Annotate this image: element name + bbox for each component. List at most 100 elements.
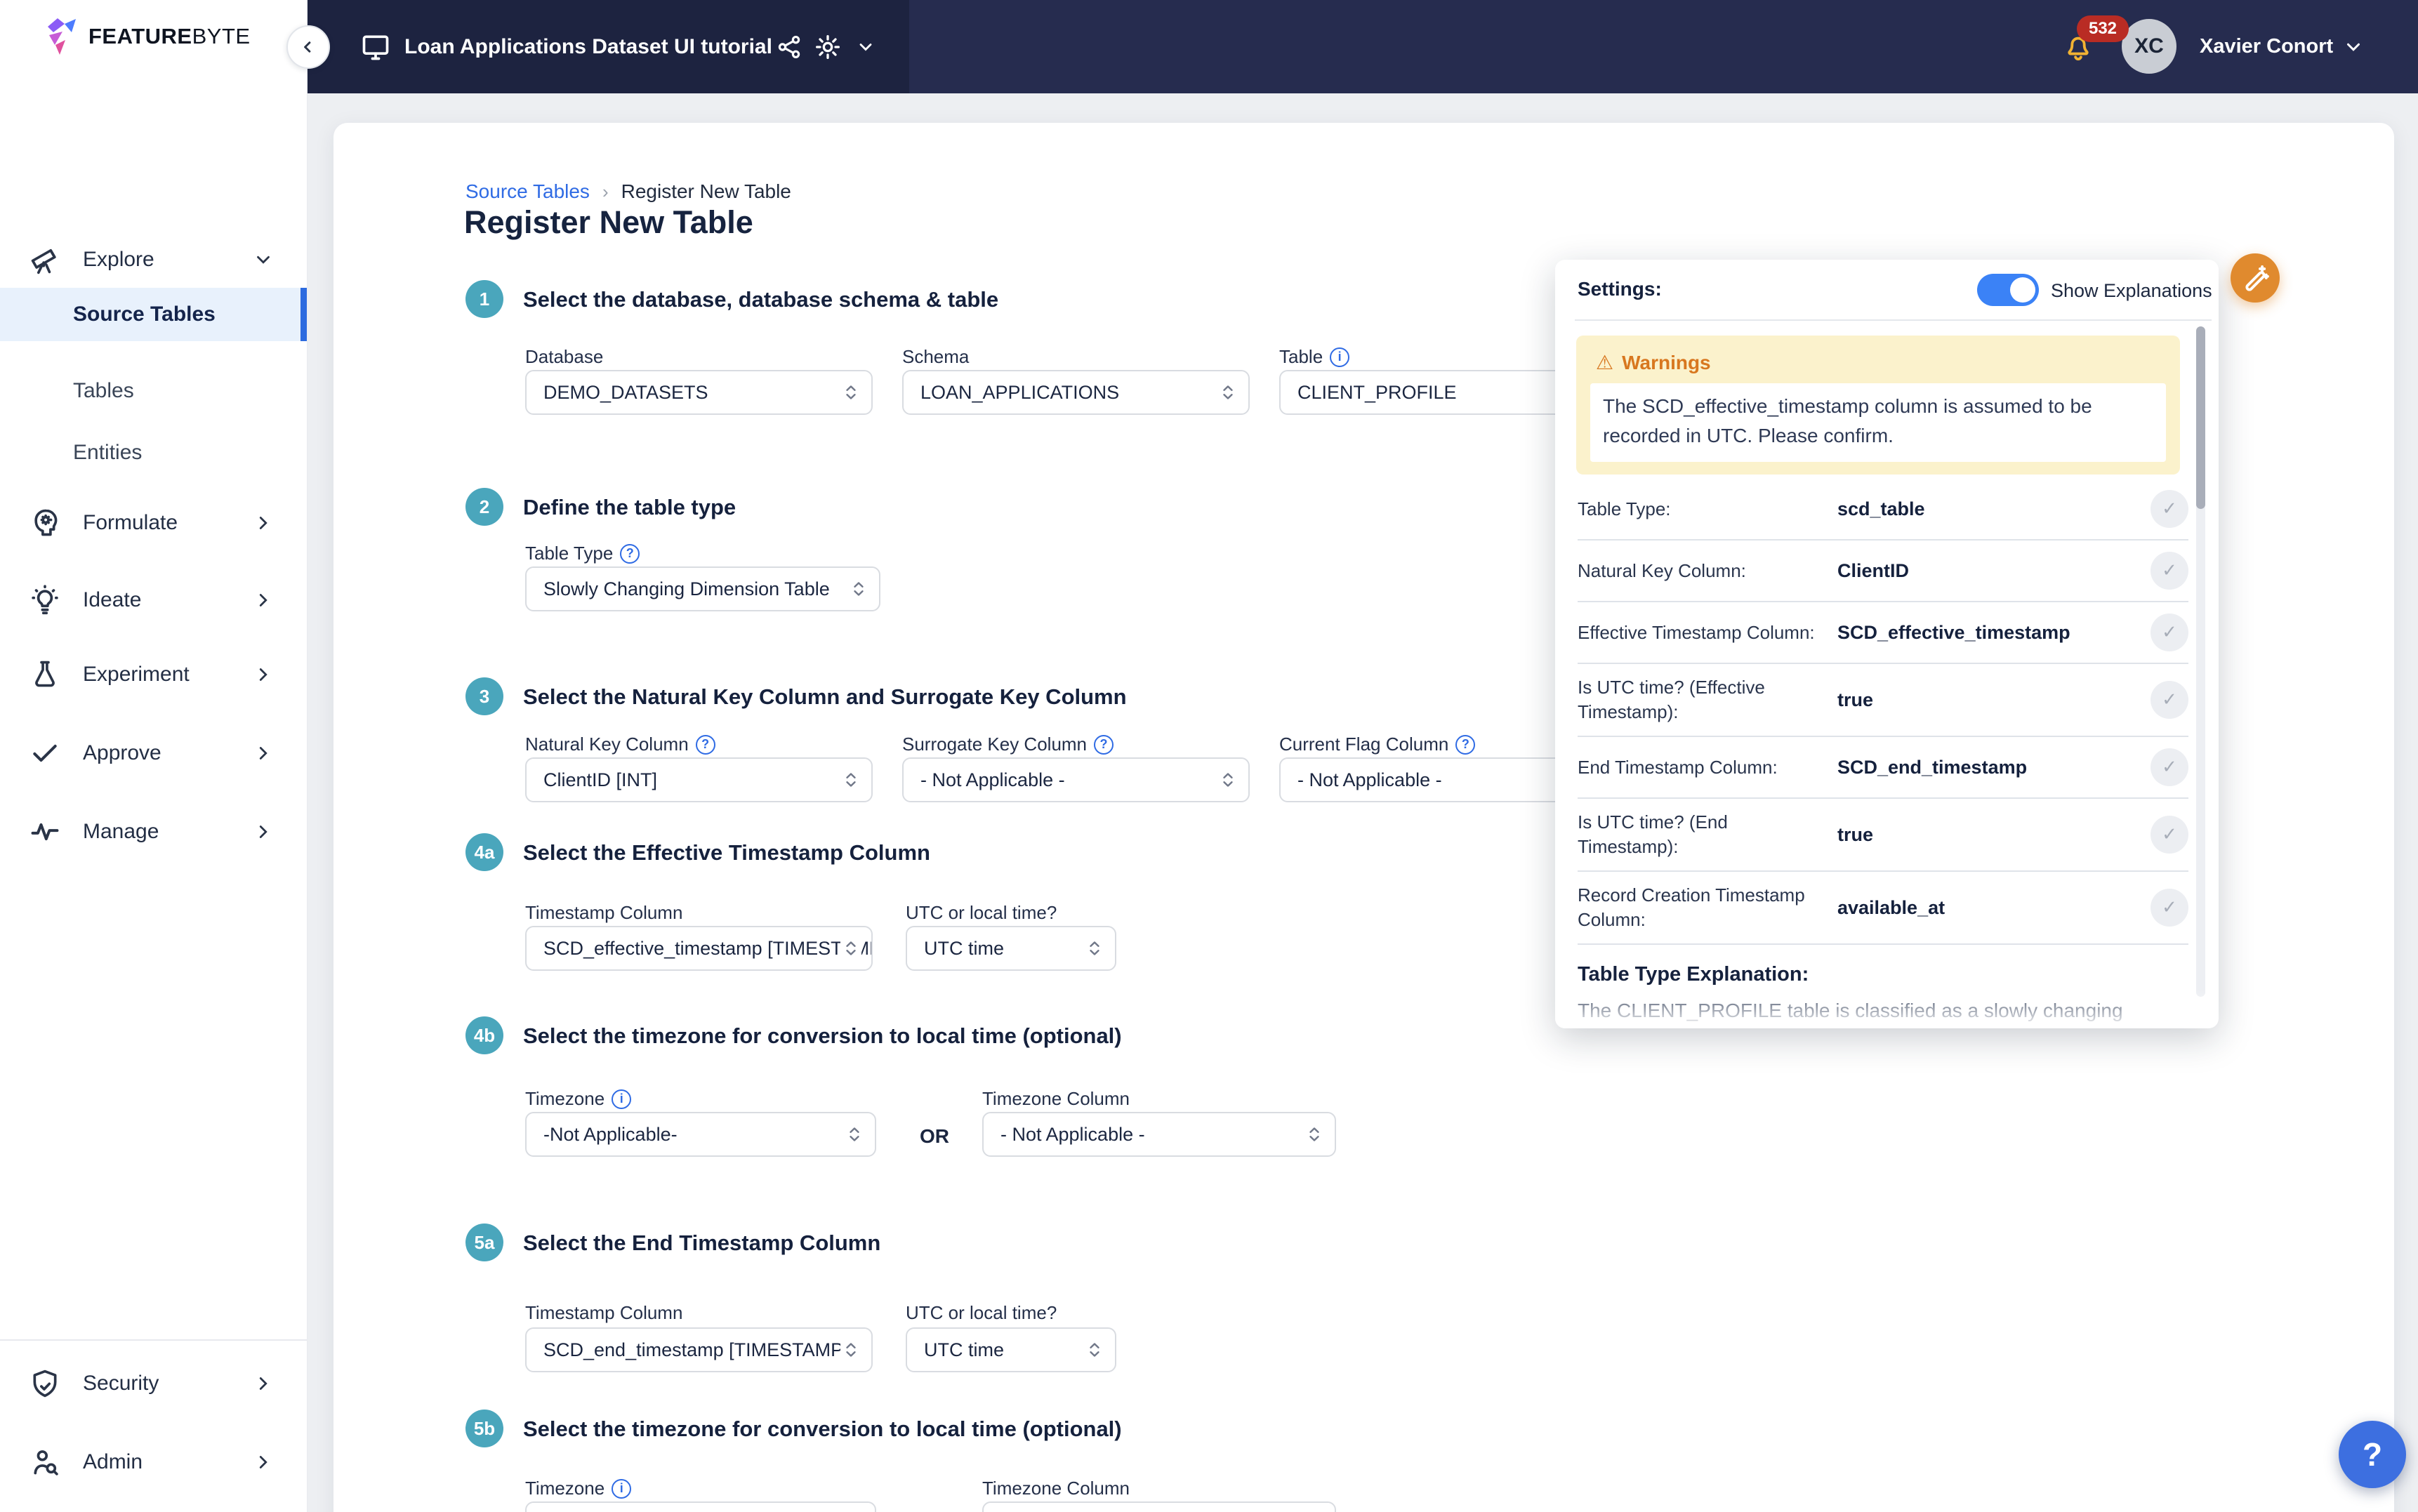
sidebar-item-entities[interactable]: Entities (0, 425, 307, 480)
confirm-check-button[interactable]: ✓ (2151, 681, 2188, 719)
sidebar-item-admin[interactable]: Admin (0, 1435, 307, 1490)
panel-scrollbar-thumb[interactable] (2196, 326, 2205, 509)
sidebar-item-manage[interactable]: Manage (0, 804, 307, 859)
step-heading-4a: Select the Effective Timestamp Column (523, 840, 930, 865)
gear-icon[interactable] (814, 0, 842, 93)
user-menu-chevron-icon[interactable] (2343, 0, 2364, 93)
show-explanations-toggle[interactable] (1977, 274, 2039, 306)
natural-key-select[interactable]: ClientID [INT] (525, 757, 873, 802)
sidebar-item-experiment[interactable]: Experiment (0, 647, 307, 702)
settings-row-effective-timestamp: Effective Timestamp Column: SCD_effectiv… (1578, 602, 2188, 664)
setting-label: Record Creation Timestamp Column: (1578, 884, 1805, 930)
breadcrumb-separator: › (602, 180, 609, 202)
end-timestamp-select[interactable]: SCD_end_timestamp [TIMESTAMP] (525, 1327, 873, 1372)
settings-row-record-creation: Record Creation Timestamp Column: availa… (1578, 872, 2188, 945)
avatar[interactable]: XC (2122, 19, 2176, 74)
info-icon[interactable]: i (612, 1478, 632, 1499)
bell-icon[interactable] (2062, 0, 2094, 93)
end-utc-select[interactable]: UTC time (906, 1327, 1116, 1372)
check-icon: ✓ (2162, 757, 2177, 778)
setting-label: Effective Timestamp Column: (1578, 621, 1815, 643)
schema-select[interactable]: LOAN_APPLICATIONS (902, 370, 1250, 415)
check-icon: ✓ (2162, 622, 2177, 643)
step-number-4b: 4b (465, 1016, 503, 1054)
project-title: Loan Applications Dataset UI tutorial (404, 34, 772, 58)
sidebar-item-label: Security (83, 1372, 159, 1395)
flask-icon (29, 659, 60, 690)
activity-icon (29, 816, 60, 847)
sidebar: FEATUREBYTE Explore Source Tables Tables… (0, 0, 308, 1512)
check-icon: ✓ (2162, 689, 2177, 710)
chevron-right-icon (253, 590, 274, 611)
step-heading-1: Select the database, database schema & t… (523, 287, 999, 312)
surrogate-key-select[interactable]: - Not Applicable - (902, 757, 1250, 802)
sidebar-item-formulate[interactable]: Formulate (0, 496, 307, 550)
utc-or-local-label: UTC or local time? (906, 902, 1057, 923)
confirm-check-button[interactable]: ✓ (2151, 816, 2188, 854)
sidebar-item-explore[interactable]: Explore (0, 232, 307, 287)
help-button[interactable]: ? (2339, 1421, 2406, 1488)
check-icon: ✓ (2162, 824, 2177, 845)
sidebar-item-label: Entities (73, 441, 143, 464)
sidebar-item-source-tables[interactable]: Source Tables (0, 288, 307, 341)
database-select[interactable]: DEMO_DATASETS (525, 370, 873, 415)
step-number-2: 2 (465, 488, 503, 526)
settings-row-is-utc-end: Is UTC time? (End Timestamp): true ✓ (1578, 799, 2188, 872)
info-icon[interactable]: i (612, 1089, 632, 1109)
confirm-check-button[interactable]: ✓ (2151, 748, 2188, 786)
sidebar-item-label: Tables (73, 379, 134, 402)
setting-label: Is UTC time? (Effective Timestamp): (1578, 677, 1765, 722)
settings-rows: Table Type: scd_table ✓ Natural Key Colu… (1578, 479, 2188, 1028)
help-icon[interactable]: ? (695, 734, 715, 755)
chevron-right-icon (253, 664, 274, 685)
panel-scrollbar-track[interactable] (2196, 326, 2205, 997)
table-type-select[interactable]: Slowly Changing Dimension Table (525, 566, 880, 611)
schema-label: Schema (902, 346, 970, 367)
confirm-check-button[interactable]: ✓ (2151, 889, 2188, 927)
setting-value: true (1837, 823, 1874, 845)
setting-label: End Timestamp Column: (1578, 756, 1778, 778)
info-icon[interactable]: i (1330, 347, 1350, 367)
help-icon[interactable]: ? (620, 543, 640, 564)
sidebar-collapse-button[interactable] (286, 25, 330, 69)
sidebar-item-approve[interactable]: Approve (0, 726, 307, 781)
user-search-icon (29, 1447, 60, 1478)
chevron-left-icon (304, 41, 311, 53)
confirm-check-button[interactable]: ✓ (2151, 614, 2188, 651)
timezone-column-select[interactable]: - Not Applicable - (982, 1112, 1336, 1157)
settings-row-is-utc-effective: Is UTC time? (Effective Timestamp): true… (1578, 664, 2188, 737)
warnings-title: ⚠ Warnings (1596, 351, 1711, 374)
sidebar-item-tables[interactable]: Tables (0, 364, 307, 418)
sidebar-item-label: Experiment (83, 663, 190, 686)
help-icon[interactable]: ? (1094, 734, 1114, 755)
chevron-right-icon (253, 1452, 274, 1473)
timezone-column-select[interactable] (982, 1501, 1336, 1512)
step-number-4a: 4a (465, 833, 503, 871)
confirm-check-button[interactable]: ✓ (2151, 552, 2188, 590)
sidebar-item-label: Formulate (83, 511, 178, 534)
chevron-down-icon[interactable] (856, 0, 876, 93)
share-icon[interactable] (776, 0, 802, 93)
confirm-check-button[interactable]: ✓ (2151, 490, 2188, 528)
lightbulb-icon (29, 585, 60, 616)
setting-value: ClientID (1837, 559, 1910, 581)
magic-wand-button[interactable] (2231, 253, 2280, 303)
or-label: OR (920, 1125, 949, 1147)
breadcrumb-link-source-tables[interactable]: Source Tables (465, 180, 590, 202)
settings-row-table-type: Table Type: scd_table ✓ (1578, 479, 2188, 541)
warning-message: The SCD_effective_timestamp column is as… (1590, 383, 2166, 462)
featurebyte-logo-icon (44, 17, 80, 56)
panel-divider (1575, 319, 2212, 321)
timezone-select[interactable]: -Not Applicable- (525, 1112, 876, 1157)
effective-timestamp-select[interactable]: SCD_effective_timestamp [TIMESTAMP] (525, 926, 873, 971)
surrogate-key-label: Surrogate Key Column? (902, 734, 1114, 755)
help-icon[interactable]: ? (1455, 734, 1476, 755)
chevron-right-icon (253, 512, 274, 533)
sidebar-item-ideate[interactable]: Ideate (0, 573, 307, 628)
user-name: Xavier Conort (2200, 35, 2334, 58)
timezone-select[interactable] (525, 1501, 876, 1512)
effective-utc-select[interactable]: UTC time (906, 926, 1116, 971)
timezone-column-label: Timezone Column (982, 1088, 1130, 1109)
sidebar-item-security[interactable]: Security (0, 1356, 307, 1411)
